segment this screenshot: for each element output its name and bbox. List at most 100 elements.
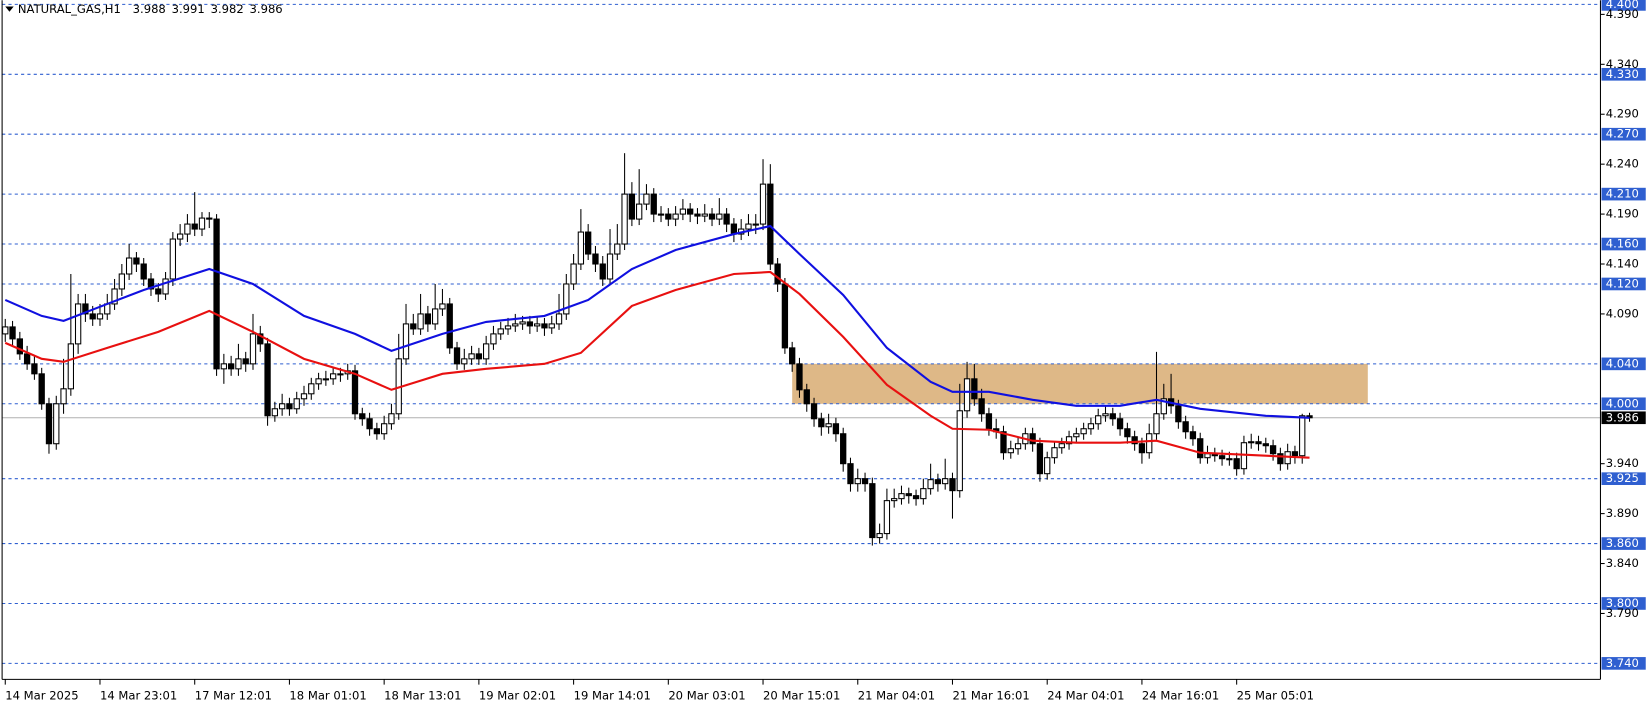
x-tick-label: 21 Mar 04:01 [858, 689, 935, 703]
candle-body [570, 263, 577, 285]
candle-body [235, 358, 242, 370]
candle-body [293, 398, 300, 410]
candle-body [431, 308, 439, 325]
candle-body [1197, 438, 1204, 459]
x-tick-label: 14 Mar 2025 [5, 689, 78, 703]
quote-low: 3.982 [211, 2, 244, 16]
level-label: 3.740 [1606, 656, 1639, 670]
candle-body [876, 533, 883, 539]
candle-body [606, 253, 614, 280]
candle-body [1073, 433, 1080, 438]
candle-body [300, 393, 308, 400]
level-label: 4.000 [1606, 396, 1639, 410]
candle-body [1087, 423, 1095, 430]
candle-body [96, 313, 104, 320]
x-tick-label: 24 Mar 16:01 [1142, 689, 1219, 703]
candle-body [614, 243, 621, 255]
candle-body [220, 363, 228, 370]
candle-body [329, 373, 337, 380]
candle-body [657, 213, 665, 216]
candle-body [453, 347, 461, 365]
level-tag [1601, 597, 1646, 610]
candle-body [23, 353, 31, 365]
candle-body [971, 378, 978, 400]
level-tag [1601, 397, 1646, 411]
x-tick-label: 25 Mar 05:01 [1237, 689, 1314, 703]
candle-body [264, 343, 271, 417]
level-tag [1601, 657, 1646, 670]
candle-body [38, 373, 45, 405]
y-tick-label: 3.790 [1606, 606, 1639, 620]
level-label: 3.800 [1606, 596, 1639, 610]
x-tick-label: 19 Mar 02:01 [479, 689, 556, 703]
candle-body [89, 313, 96, 320]
x-tick-label: 14 Mar 23:01 [100, 689, 177, 703]
candle-body [176, 233, 184, 240]
candle-body [366, 418, 373, 430]
candle-body [643, 193, 650, 205]
candle-body [1204, 453, 1211, 459]
candle-body [679, 208, 687, 215]
y-tick-label: 4.240 [1606, 157, 1639, 171]
candle-body [759, 183, 767, 225]
candle-body [191, 223, 198, 230]
candle-body [672, 213, 679, 220]
x-tick-label: 20 Mar 03:01 [668, 689, 745, 703]
candle-body [373, 428, 381, 435]
candle-body [60, 388, 67, 405]
candle-body [716, 213, 723, 220]
level-label: 4.330 [1606, 67, 1639, 81]
candle-body [439, 303, 446, 310]
level-label: 3.925 [1606, 471, 1639, 485]
candle-body [599, 263, 606, 280]
candle-body [701, 213, 708, 217]
candle-body [621, 193, 628, 245]
candle-body [519, 321, 526, 325]
candle-body [1153, 413, 1160, 435]
level-tag [1601, 127, 1646, 141]
candle-body [1233, 458, 1240, 470]
level-tag [1601, 0, 1646, 11]
candle-body [752, 223, 759, 226]
candle-body [665, 213, 672, 220]
candle-body [410, 323, 417, 330]
candle-body [497, 328, 504, 335]
current-price-tag [1601, 411, 1646, 425]
candle-body [767, 183, 774, 265]
level-tag [1601, 537, 1646, 550]
candle-body [832, 423, 840, 435]
y-tick-label: 3.940 [1606, 456, 1639, 470]
candle-body [133, 257, 140, 265]
quote-high: 3.991 [172, 2, 205, 16]
candle-body [789, 347, 796, 365]
moving-average [4, 270, 1310, 459]
level-label: 4.040 [1606, 356, 1639, 370]
candle-body [475, 353, 483, 360]
candle-body [286, 403, 293, 410]
candle-body [541, 323, 548, 329]
candle-body [1146, 433, 1153, 454]
candle-body [745, 223, 752, 230]
candle-body [82, 303, 89, 315]
quote-close: 3.986 [250, 2, 283, 16]
candle-body [1051, 447, 1058, 459]
candle-body [1269, 445, 1277, 455]
candle-body [920, 488, 927, 500]
candle-body [388, 413, 395, 425]
candle-body [803, 389, 810, 405]
candle-body [380, 423, 388, 435]
candle-body [1299, 415, 1306, 457]
candle-body [118, 273, 126, 290]
candle-body [1095, 415, 1102, 425]
candle-body [796, 363, 803, 391]
menu-triangle[interactable] [5, 6, 14, 12]
candle-body [912, 495, 920, 500]
candle-body [198, 217, 206, 230]
candle-body [257, 333, 264, 345]
candle-body [1007, 448, 1014, 454]
candle-body [1175, 405, 1182, 423]
candle-body [927, 479, 934, 490]
level-label: 4.400 [1606, 0, 1639, 11]
candle-body [810, 403, 818, 420]
level-label: 4.270 [1606, 127, 1639, 141]
